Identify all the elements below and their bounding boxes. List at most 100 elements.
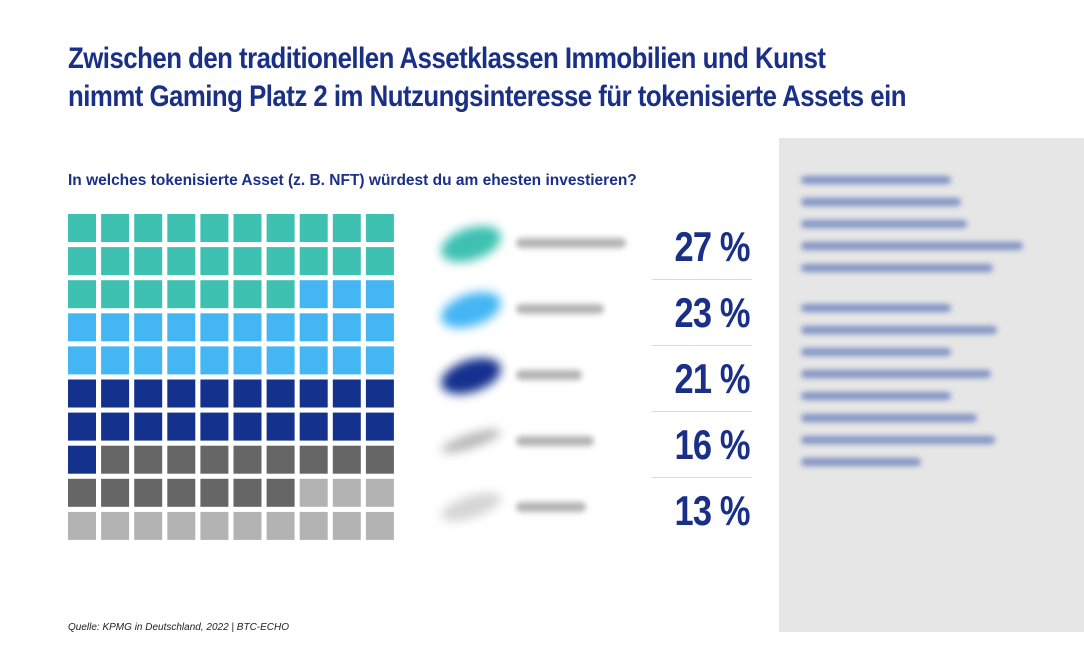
- blurred-text-line: [801, 198, 961, 206]
- waffle-cell: [299, 511, 328, 540]
- waffle-cell: [266, 247, 295, 276]
- waffle-cell: [101, 478, 130, 507]
- waffle-cell: [266, 412, 295, 441]
- blurred-text-line: [801, 436, 995, 444]
- waffle-cell: [134, 313, 163, 342]
- waffle-cell: [299, 412, 328, 441]
- blurred-category-icon: [436, 285, 506, 335]
- waffle-cell: [68, 346, 96, 375]
- waffle-cell: [365, 214, 394, 242]
- waffle-cell: [167, 412, 196, 441]
- percent-label: 27 %: [674, 223, 751, 270]
- percent-label: 13 %: [674, 487, 751, 534]
- waffle-cell: [134, 412, 163, 441]
- waffle-cell: [68, 511, 96, 540]
- waffle-cell: [200, 445, 229, 474]
- waffle-cell: [332, 247, 361, 276]
- waffle-cell: [299, 214, 328, 242]
- waffle-cell: [266, 313, 295, 342]
- waffle-cell: [299, 379, 328, 408]
- waffle-cell: [134, 346, 163, 375]
- waffle-cell: [167, 214, 196, 242]
- row-divider: [652, 477, 752, 478]
- waffle-cell: [167, 313, 196, 342]
- waffle-cell: [266, 511, 295, 540]
- waffle-cell: [266, 478, 295, 507]
- title-line-2: nimmt Gaming Platz 2 im Nutzungsinteress…: [68, 80, 907, 113]
- waffle-cell: [233, 445, 262, 474]
- waffle-cell: [332, 214, 361, 242]
- waffle-cell: [299, 445, 328, 474]
- waffle-cell: [332, 511, 361, 540]
- blurred-text-line: [801, 370, 991, 378]
- waffle-cell: [134, 445, 163, 474]
- waffle-cell: [365, 379, 394, 408]
- blurred-category-icon: [436, 219, 506, 269]
- blurred-category-icon: [436, 351, 506, 401]
- waffle-cell: [299, 346, 328, 375]
- waffle-cell: [299, 280, 328, 309]
- waffle-cell: [233, 346, 262, 375]
- waffle-cell: [101, 511, 130, 540]
- waffle-cell: [200, 478, 229, 507]
- waffle-cell: [167, 478, 196, 507]
- survey-question: In welches tokenisierte Asset (z. B. NFT…: [68, 172, 637, 189]
- waffle-cell: [233, 247, 262, 276]
- waffle-cell: [332, 346, 361, 375]
- waffle-cell: [134, 379, 163, 408]
- waffle-cell: [68, 313, 96, 342]
- waffle-cell: [134, 280, 163, 309]
- row-divider: [652, 279, 752, 280]
- blurred-text-line: [801, 264, 993, 272]
- waffle-cell: [101, 214, 130, 242]
- blurred-category-icon: [439, 424, 503, 458]
- waffle-cell: [167, 511, 196, 540]
- waffle-cell: [101, 280, 130, 309]
- waffle-cell: [365, 478, 394, 507]
- blurred-text-line: [801, 326, 997, 334]
- waffle-cell: [167, 247, 196, 276]
- waffle-cell: [332, 379, 361, 408]
- waffle-cell: [101, 313, 130, 342]
- waffle-cell: [365, 247, 394, 276]
- source-note: Quelle: KPMG in Deutschland, 2022 | BTC-…: [68, 622, 290, 633]
- waffle-cell: [68, 478, 96, 507]
- waffle-cell: [167, 280, 196, 309]
- waffle-cell: [266, 280, 295, 309]
- row-divider: [652, 345, 752, 346]
- blurred-category-label: [516, 436, 594, 446]
- waffle-cell: [233, 511, 262, 540]
- blurred-text-line: [801, 414, 977, 422]
- title-line-1: Zwischen den traditionellen Assetklassen…: [68, 42, 826, 75]
- blurred-text-line: [801, 348, 951, 356]
- blurred-text-line: [801, 176, 951, 184]
- blurred-text-line: [801, 242, 1023, 250]
- waffle-cell: [68, 379, 96, 408]
- percent-label: 21 %: [674, 355, 751, 402]
- waffle-cell: [266, 214, 295, 242]
- percent-label: 23 %: [674, 289, 751, 336]
- waffle-cell: [200, 346, 229, 375]
- waffle-cell: [68, 280, 96, 309]
- waffle-cell: [68, 214, 96, 242]
- waffle-cell: [233, 478, 262, 507]
- waffle-cell: [365, 412, 394, 441]
- waffle-cell: [233, 280, 262, 309]
- waffle-cell: [299, 247, 328, 276]
- blurred-category-label: [516, 238, 626, 248]
- chart-title: Zwischen den traditionellen Assetklassen…: [68, 40, 907, 116]
- waffle-cell: [101, 346, 130, 375]
- waffle-cell: [200, 412, 229, 441]
- waffle-cell: [266, 445, 295, 474]
- blurred-category-label: [516, 502, 586, 512]
- blurred-text-line: [801, 304, 951, 312]
- waffle-cell: [365, 280, 394, 309]
- waffle-cell: [266, 346, 295, 375]
- waffle-cell: [365, 346, 394, 375]
- waffle-cell: [134, 478, 163, 507]
- waffle-cell: [68, 247, 96, 276]
- blurred-text-line: [801, 458, 921, 466]
- waffle-cell: [233, 412, 262, 441]
- legend-row: 23 %: [430, 280, 752, 346]
- waffle-cell: [68, 412, 96, 441]
